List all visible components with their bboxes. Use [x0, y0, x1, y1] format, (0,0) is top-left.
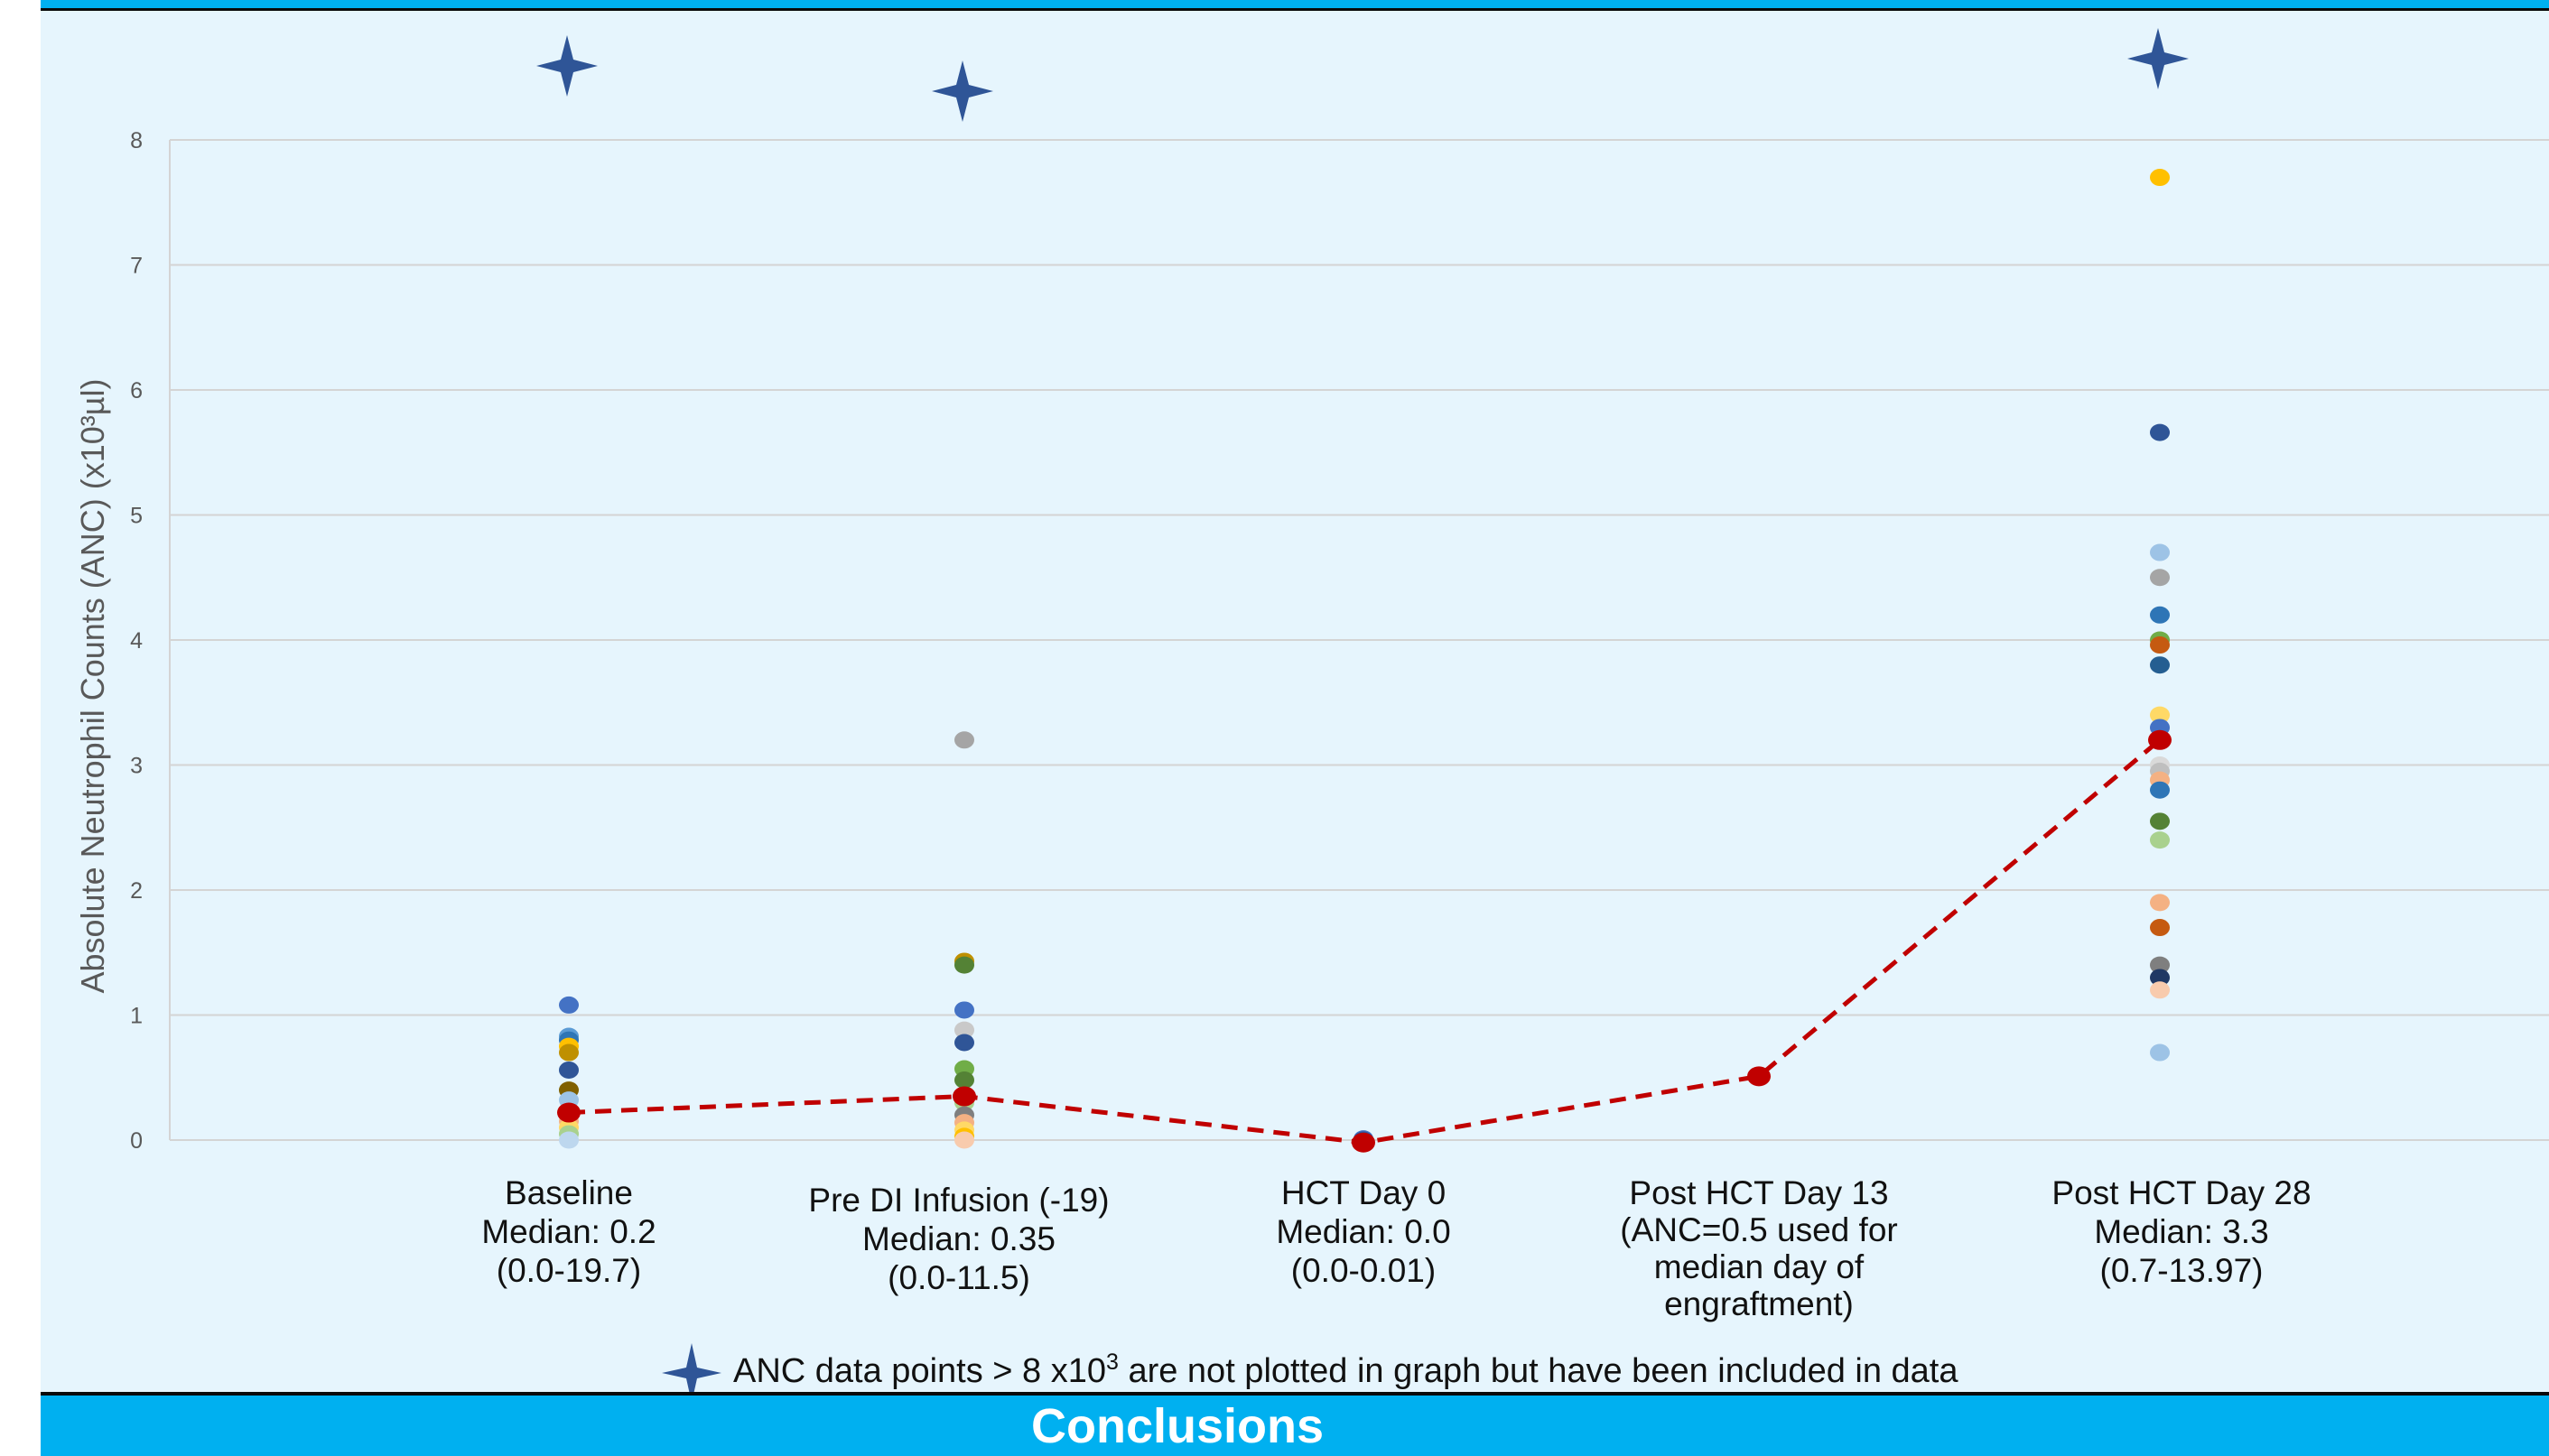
- data-point: [2150, 543, 2170, 561]
- data-point: [954, 956, 974, 974]
- y-tick-label: 4: [130, 628, 143, 654]
- four-point-star-icon: [662, 1343, 721, 1403]
- data-point: [2150, 894, 2170, 912]
- data-point: [2150, 569, 2170, 587]
- x-category-label-line: Pre DI Infusion (-19): [808, 1182, 1109, 1219]
- data-point: [2150, 423, 2170, 441]
- four-point-star-icon: [2127, 28, 2189, 89]
- data-point: [954, 1071, 974, 1090]
- data-point: [954, 1021, 974, 1039]
- data-point: [559, 996, 579, 1014]
- data-point: [2150, 1043, 2170, 1062]
- x-category-label-line: Median: 0.0: [1276, 1213, 1450, 1250]
- median-line: [568, 737, 2162, 1145]
- x-category-label-line: (0.0-11.5): [888, 1259, 1030, 1296]
- y-tick-label: 7: [130, 254, 143, 279]
- above-range-markers: [536, 28, 2189, 122]
- data-point: [2150, 706, 2170, 724]
- conclusions-header: Conclusions: [41, 1392, 2549, 1456]
- x-category-label-line: Median: 0.35: [862, 1220, 1056, 1257]
- data-point: [2150, 781, 2170, 799]
- y-axis-label: Absolute Neutrophil Counts (ANC) (x10³µl…: [74, 379, 111, 994]
- data-point: [559, 1131, 579, 1149]
- y-tick-label: 5: [130, 504, 143, 529]
- data-point: [559, 1043, 579, 1062]
- x-category-label-line: median day of: [1654, 1248, 1865, 1285]
- data-point: [954, 1034, 974, 1052]
- x-category-label: Post HCT Day 13 (ANC=0.5 used for median d…: [1620, 1174, 1897, 1322]
- category-labels: Baseline Median: 0.2 (0.0-19.7) Pre DI Infu…: [481, 1174, 2311, 1322]
- header-bar: [41, 0, 2549, 11]
- median-point: [953, 1086, 976, 1107]
- median-point: [2148, 729, 2172, 750]
- data-point: [2150, 981, 2170, 999]
- data-point: [2150, 956, 2170, 974]
- x-category-label-line: Post HCT Day 13: [1629, 1174, 1888, 1211]
- x-category-label: Pre DI Infusion (-19) Median: 0.35 (0.0-11…: [808, 1182, 1109, 1296]
- data-point: [2150, 636, 2170, 654]
- x-category-label-line: Median: 3.3: [2094, 1213, 2268, 1250]
- data-point: [954, 731, 974, 749]
- data-point: [2150, 969, 2170, 987]
- data-point: [954, 1001, 974, 1019]
- footnote: ANC data points > 8 x103 are not plotted…: [662, 1343, 1958, 1403]
- data-point: [559, 1061, 579, 1079]
- data-point: [954, 1131, 974, 1149]
- median-point: [557, 1102, 581, 1123]
- data-points: [559, 169, 2170, 1149]
- x-category-label: Post HCT Day 28 Median: 3.3 (0.7-13.97): [2051, 1174, 2311, 1289]
- data-point: [2150, 919, 2170, 937]
- x-category-label-line: engraftment): [1664, 1285, 1854, 1322]
- y-tick-label: 2: [130, 878, 143, 904]
- y-tick-label: 0: [130, 1128, 143, 1154]
- median-point: [1747, 1066, 1771, 1087]
- four-point-star-icon: [932, 60, 993, 122]
- x-category-label-line: Median: 0.2: [481, 1213, 656, 1250]
- data-point: [2150, 831, 2170, 849]
- data-point: [2150, 812, 2170, 830]
- footnote-text-before: ANC data points > 8 x10: [733, 1352, 1106, 1390]
- x-category-label-line: (0.0-0.01): [1291, 1252, 1436, 1289]
- data-point: [2150, 169, 2170, 187]
- y-tick-label: 8: [130, 128, 143, 153]
- y-tick-labels: 0 1 2 3 4 5 6 7 8: [130, 128, 143, 1154]
- y-tick-label: 1: [130, 1004, 143, 1029]
- data-point: [2150, 606, 2170, 624]
- x-category-label: HCT Day 0 Median: 0.0 (0.0-0.01): [1276, 1174, 1450, 1289]
- x-category-label-line: Baseline: [505, 1174, 633, 1211]
- x-category-label-line: (ANC=0.5 used for: [1620, 1211, 1897, 1248]
- gridlines: [169, 139, 2549, 1141]
- y-tick-label: 6: [130, 378, 143, 403]
- x-category-label: Baseline Median: 0.2 (0.0-19.7): [481, 1174, 656, 1289]
- footnote-superscript: 3: [1106, 1349, 1119, 1375]
- median-point: [1352, 1132, 1375, 1153]
- x-category-label-line: Post HCT Day 28: [2051, 1174, 2311, 1211]
- y-tick-label: 3: [130, 754, 143, 779]
- median-series: [557, 729, 2172, 1153]
- footnote-text-after: are not plotted in graph but have been i…: [1119, 1352, 1958, 1390]
- data-point: [2150, 656, 2170, 674]
- four-point-star-icon: [536, 35, 598, 97]
- footnote-text: ANC data points > 8 x103 are not plotted…: [733, 1349, 1958, 1390]
- conclusions-title: Conclusions: [1030, 1398, 1325, 1453]
- chart-panel: [41, 11, 2549, 1392]
- x-category-label-line: HCT Day 0: [1281, 1174, 1446, 1211]
- x-category-label-line: (0.0-19.7): [497, 1252, 641, 1289]
- x-category-label-line: (0.7-13.97): [2100, 1252, 2264, 1289]
